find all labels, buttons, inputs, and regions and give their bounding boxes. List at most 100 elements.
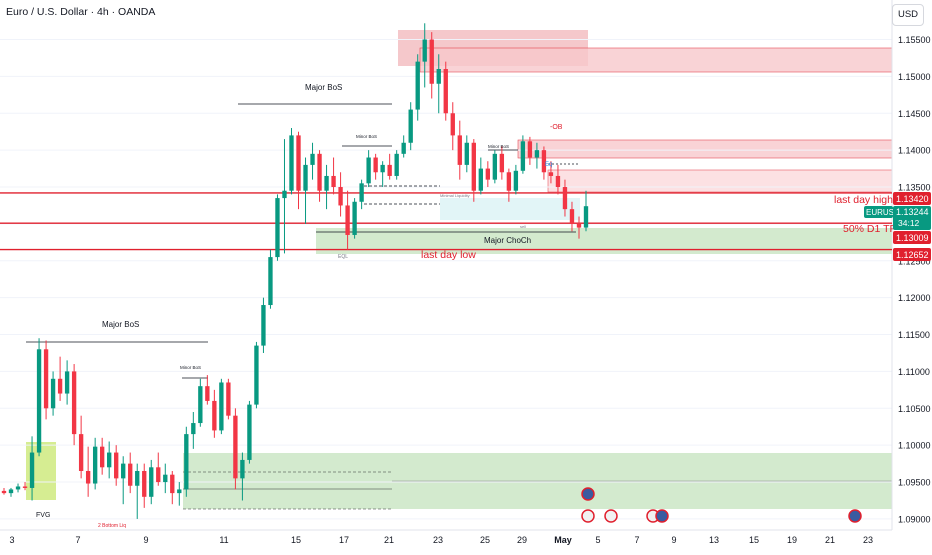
candle (135, 463, 140, 519)
candle-body (359, 183, 364, 202)
candle (534, 142, 540, 169)
candle (296, 131, 301, 210)
event-flag-icon (655, 509, 669, 523)
candle-body (43, 349, 49, 409)
candle-body (71, 371, 77, 435)
candle-body (36, 349, 42, 453)
candle (436, 54, 441, 114)
candle (92, 437, 98, 490)
candle-body (338, 187, 343, 206)
candle-body (352, 201, 357, 235)
candle-body (121, 463, 126, 479)
y-tick-label: 1.11500 (898, 330, 930, 340)
x-tick-label: 5 (595, 535, 600, 545)
candle (415, 54, 420, 121)
candle-body (478, 168, 483, 191)
y-tick-label: 1.09500 (898, 478, 931, 488)
candle-body (436, 69, 441, 84)
event-flags[interactable] (581, 487, 862, 523)
candle-body (128, 463, 133, 486)
candle (64, 360, 70, 405)
y-tick-label: 1.09000 (898, 514, 931, 524)
annotations: Major BoS Major BoS Minor BoS Minor BoS … (36, 83, 563, 529)
candle (289, 128, 294, 195)
candle-body (331, 175, 336, 188)
candle-body (15, 486, 21, 490)
annotation-minor-bos-1: Minor BoS (180, 365, 201, 370)
x-tick-label: 25 (480, 535, 490, 545)
candle-body (135, 470, 140, 486)
candle (163, 463, 168, 494)
candle-body (177, 489, 182, 494)
x-tick-label: May (554, 535, 572, 545)
candle-body (387, 164, 392, 176)
annotation-minimal-liquidity: Minimal Liquidity (440, 193, 470, 198)
y-tick-label: 1.10500 (898, 404, 931, 414)
candle (282, 139, 287, 254)
event-flag-icon (604, 509, 618, 523)
zones (26, 30, 893, 510)
candle (212, 389, 217, 438)
price-label-symbol: EURUSD (866, 208, 900, 217)
candle (520, 135, 526, 174)
candle (85, 446, 91, 497)
x-tick-label: 13 (709, 535, 719, 545)
candle-body (471, 142, 476, 191)
x-tick-label: 23 (863, 535, 873, 545)
candle (275, 194, 280, 261)
candle (78, 415, 84, 479)
candle-body (401, 142, 406, 154)
x-tick-label: 11 (219, 535, 228, 545)
candle-body (50, 378, 56, 409)
annotation-major-choch: Major ChoCh (484, 236, 531, 245)
candle-body (219, 382, 224, 431)
candle (1, 487, 7, 495)
candle-body (268, 257, 273, 306)
candle-body (240, 459, 245, 479)
candle (555, 164, 561, 195)
candle (128, 452, 133, 494)
candle-body (366, 157, 371, 184)
candle (99, 437, 105, 475)
candle-body (198, 386, 203, 424)
chart-title: Euro / U.S. Dollar · 4h · OANDA (6, 6, 156, 18)
candle-body (569, 209, 575, 224)
candle-body (233, 415, 238, 479)
candle (359, 179, 364, 210)
supply-zone-mid (547, 169, 893, 193)
candle-body (576, 223, 582, 228)
candle-body (170, 474, 175, 494)
structure-lines (26, 103, 580, 379)
price-axis[interactable]: 1.15500 1.15000 1.14500 1.14000 1.13500 1.130… (898, 35, 931, 524)
candle (366, 150, 371, 188)
candle-body (408, 109, 413, 143)
annotation-ob: -OB (550, 124, 563, 131)
annotation-eq: Eq (545, 162, 552, 168)
candle (310, 142, 315, 180)
y-tick-label: 1.15000 (898, 72, 931, 82)
candle-body (506, 172, 512, 191)
candle-body (226, 382, 231, 416)
level-labels: last day high 50% D1 TP last day low (421, 194, 897, 261)
candle-body (345, 205, 350, 235)
currency-button[interactable]: USD (892, 4, 924, 26)
y-tick-label: 1.13500 (898, 183, 931, 193)
candle-body (78, 434, 84, 471)
candle (317, 150, 322, 202)
candle-body (485, 168, 491, 180)
x-tick-label: 15 (291, 535, 301, 545)
price-label-low: 1.12652 (896, 250, 929, 260)
price-label-countdown: 34:12 (898, 218, 920, 228)
candle (331, 157, 336, 195)
candle (499, 146, 505, 180)
x-tick-label: 9 (143, 535, 148, 545)
y-tick-label: 1.14000 (898, 146, 931, 156)
candle (71, 364, 77, 446)
candle (373, 153, 378, 180)
candle-body (8, 489, 14, 494)
candle (541, 146, 547, 180)
candle-body (457, 135, 462, 165)
candle (324, 164, 329, 210)
time-axis[interactable]: 3 7 9 11 15 17 21 23 25 29 May 5 7 9 13 15 19 21 23 (9, 535, 873, 545)
